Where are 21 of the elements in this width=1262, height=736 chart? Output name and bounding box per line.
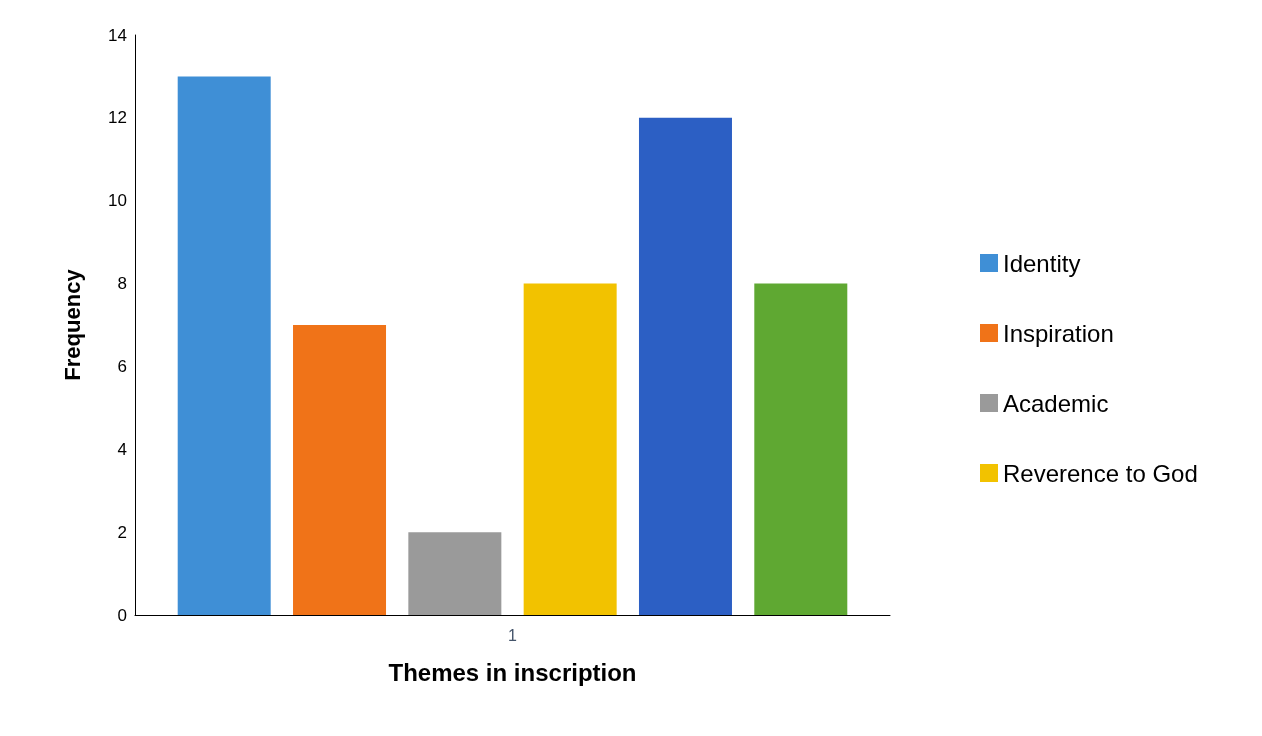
legend-label: Identity: [1003, 249, 1081, 277]
bar: [754, 283, 848, 615]
y-tick-label: 10: [108, 191, 127, 211]
bar: [523, 283, 617, 615]
y-tick-label: 14: [108, 25, 127, 45]
legend-label: Inspiration: [1003, 319, 1114, 347]
x-axis-title: Themes in inscription: [388, 658, 637, 686]
y-tick-label: 4: [117, 439, 127, 459]
y-axis-title: Frequency: [59, 268, 85, 381]
legend-label: Reverence to God: [1003, 459, 1198, 487]
bar: [638, 117, 732, 615]
legend-label: Academic: [1003, 389, 1109, 417]
y-tick-label: 8: [117, 274, 127, 294]
bar: [293, 325, 387, 615]
y-tick-label: 0: [117, 605, 127, 625]
y-tick-label: 12: [108, 108, 127, 128]
y-tick-label: 6: [117, 356, 127, 376]
y-tick-label: 2: [117, 522, 127, 542]
x-tick-label: 1: [508, 626, 518, 644]
bar: [177, 76, 271, 615]
bar: [408, 532, 502, 615]
